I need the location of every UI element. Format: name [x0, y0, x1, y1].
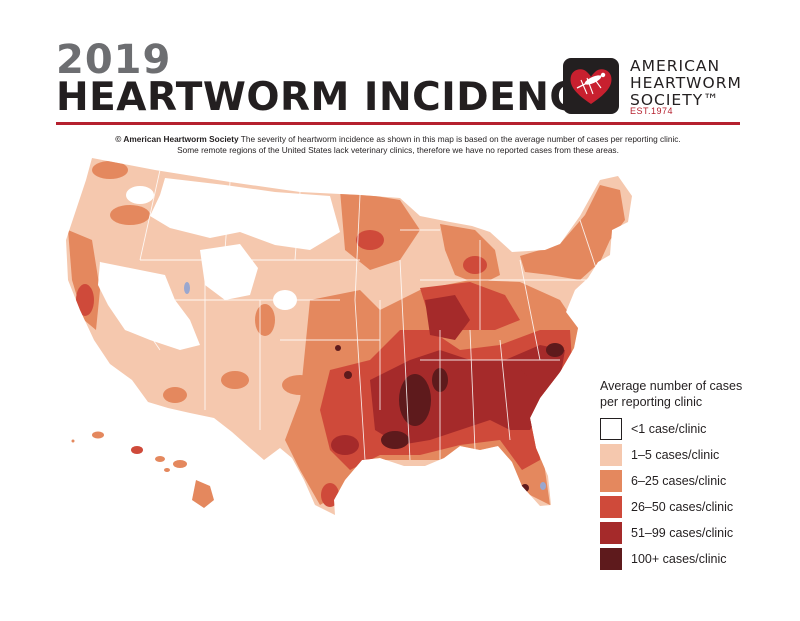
caption-copyright: © American Heartworm Society	[115, 134, 239, 144]
legend-item: 100+ cases/clinic	[600, 548, 727, 570]
legend-swatch	[600, 548, 622, 570]
legend-label: 1–5 cases/clinic	[631, 448, 720, 462]
organization-established: EST.1974	[630, 106, 674, 116]
legend-item: 6–25 cases/clinic	[600, 470, 726, 492]
map-caption: © American Heartworm Society The severit…	[56, 134, 740, 156]
organization-name: AMERICAN HEARTWORM SOCIETY™	[630, 58, 742, 109]
legend-swatch	[600, 418, 622, 440]
legend-label: 26–50 cases/clinic	[631, 500, 734, 514]
heart-mosquito-icon	[563, 58, 619, 114]
map-legend: Average number of cases per reporting cl…	[600, 378, 790, 570]
legend-label: 6–25 cases/clinic	[631, 474, 727, 488]
legend-swatch	[600, 522, 622, 544]
legend-item: 51–99 cases/clinic	[600, 522, 733, 544]
legend-item: <1 case/clinic	[600, 418, 706, 440]
caption-line-2: Some remote regions of the United States…	[177, 145, 619, 155]
legend-title: Average number of cases per reporting cl…	[600, 378, 790, 410]
legend-swatch	[600, 470, 622, 492]
map-year: 2019	[56, 37, 172, 83]
map-title: HEARTWORM INCIDENCE	[56, 75, 606, 120]
legend-item: 26–50 cases/clinic	[600, 496, 733, 518]
organization-name-line-3: SOCIETY™	[630, 91, 720, 109]
legend-label: 100+ cases/clinic	[631, 552, 727, 566]
legend-swatch	[600, 496, 622, 518]
legend-label: <1 case/clinic	[631, 422, 707, 436]
legend-title-line-2: per reporting clinic	[600, 395, 703, 409]
legend-title-line-1: Average number of cases	[600, 379, 743, 393]
hawaii-islands	[71, 431, 214, 508]
legend-label: 51–99 cases/clinic	[631, 526, 734, 540]
legend-item: 1–5 cases/clinic	[600, 444, 719, 466]
header-divider	[56, 122, 740, 125]
legend-swatch	[600, 444, 622, 466]
caption-line-1: The severity of heartworm incidence as s…	[238, 134, 681, 144]
us-map-fill	[66, 158, 632, 515]
organization-name-line-1: AMERICAN	[630, 57, 721, 75]
organization-name-line-2: HEARTWORM	[630, 74, 742, 92]
